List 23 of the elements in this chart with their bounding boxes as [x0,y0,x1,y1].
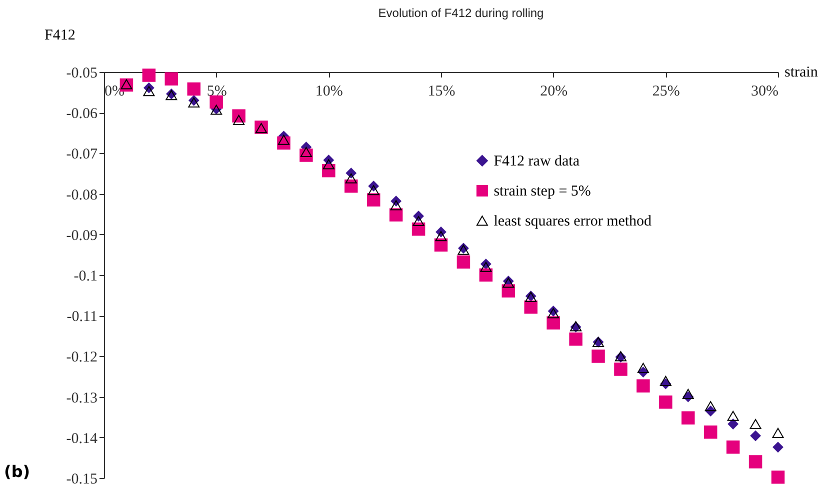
legend-label: least squares error method [494,214,652,230]
x-tick-label: 25% [652,84,680,100]
legend-label: strain step = 5% [494,184,591,200]
y-tick-label: -0.05 [66,66,98,82]
y-tick-label: -0.13 [66,390,98,406]
x-axis-title: strain [784,64,818,80]
chart-title: Evolution of F412 during rolling [378,6,544,20]
x-tick-label: 15% [428,84,456,100]
y-tick-label: -0.09 [66,228,98,244]
x-tick-label: 20% [540,84,568,100]
y-tick-label: -0.11 [66,309,98,326]
y-tick-label: -0.06 [66,106,98,122]
y-tick-label: -0.14 [66,430,98,447]
y-tick-label: -0.12 [66,350,98,366]
legend-label: F412 raw data [494,154,580,170]
y-axis-title: F412 [44,28,76,44]
y-tick-label: -0.15 [66,472,98,487]
text: (b) [4,462,30,481]
x-tick-label: 30% [751,84,778,100]
x-tick-label: 10% [315,84,343,100]
y-tick-label: -0.08 [66,187,98,204]
y-tick-label: -0.07 [66,146,98,163]
y-tick-label: -0.1 [74,268,98,284]
